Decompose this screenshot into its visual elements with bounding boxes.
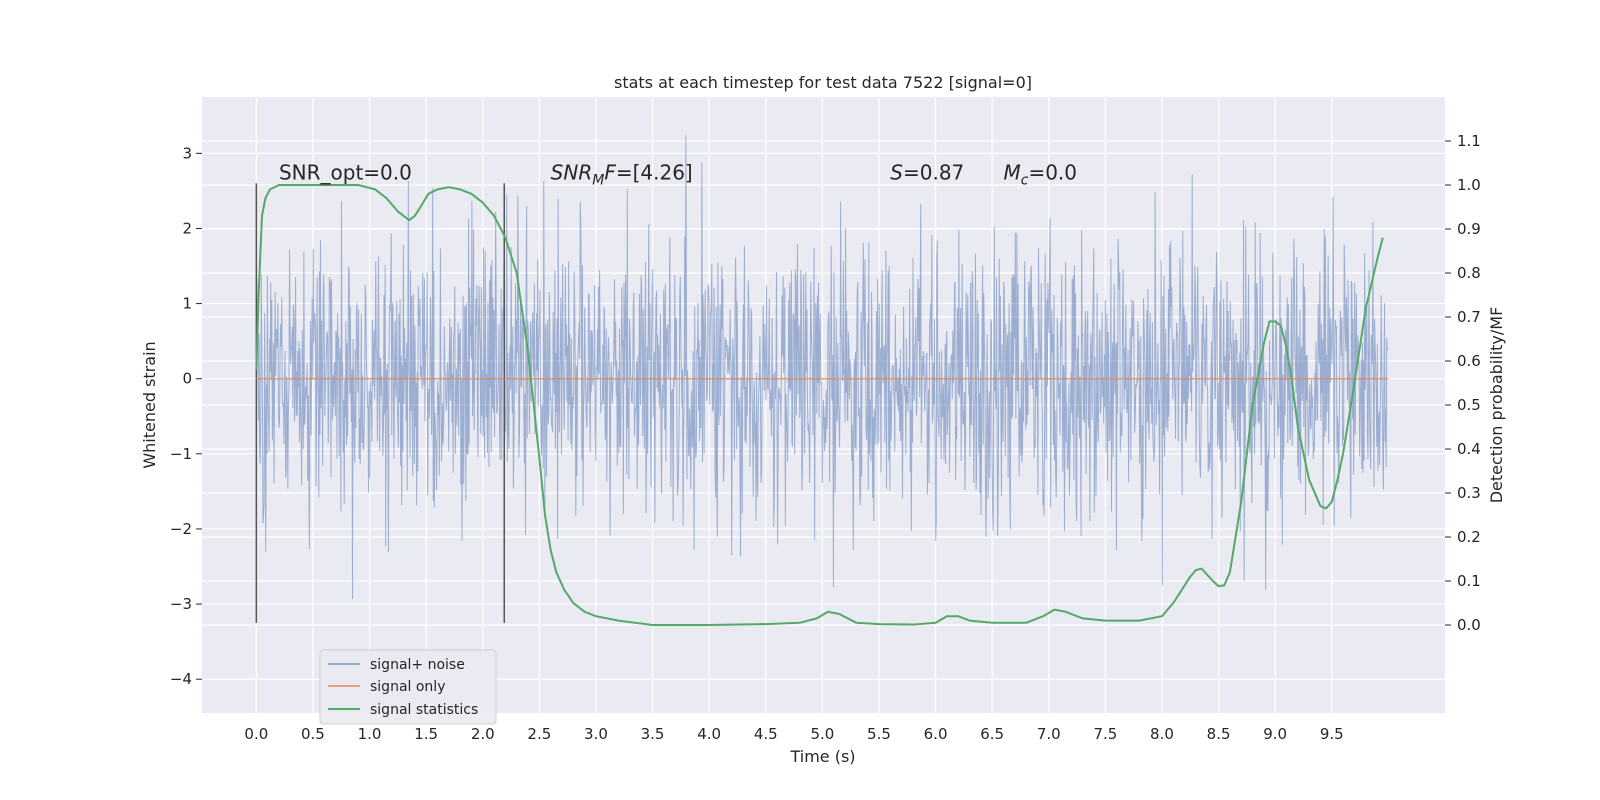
x-tick-label-3: 1.5 (414, 725, 438, 743)
x-tick-label-19: 9.5 (1320, 725, 1344, 743)
y-axis-ticks: −4 −3 −2 −1 0 1 2 3 (170, 144, 202, 688)
x-tick-label-18: 9.0 (1263, 725, 1287, 743)
y-tick-label-3: −1 (170, 445, 192, 463)
y2-tick-label-9: 0.9 (1457, 220, 1481, 238)
x-tick-label-6: 3.0 (584, 725, 608, 743)
grid (202, 97, 1445, 713)
y-tick-label-0: −4 (170, 670, 192, 688)
series-signal-plus-noise (255, 135, 1388, 600)
x-axis-ticks: 0.0 0.5 1.0 1.5 2.0 2.5 3.0 3.5 4.0 4.5 5.0 5.5 6.0 6… (244, 725, 1343, 743)
y-tick-label-5: 1 (182, 295, 192, 313)
x-tick-label-14: 7.0 (1037, 725, 1061, 743)
y2-tick-label-7: 0.7 (1457, 308, 1481, 326)
y2-tick-label-6: 0.6 (1457, 352, 1481, 370)
legend: signal+ noise signal only signal statist… (319, 649, 497, 725)
x-tick-label-13: 6.5 (980, 725, 1004, 743)
y2-tick-label-0: 0.0 (1457, 616, 1481, 634)
y2-tick-label-4: 0.4 (1457, 440, 1481, 458)
y-tick-label-4: 0 (182, 370, 192, 388)
noise-trace (255, 135, 1388, 600)
legend-label-statistics: signal statistics (370, 702, 478, 718)
x-tick-label-8: 4.0 (697, 725, 721, 743)
y-axis-label: Whitened strain (140, 341, 159, 468)
legend-box (319, 649, 497, 725)
y2-axis-label: Detection probability/MF (1487, 307, 1506, 504)
x-tick-label-5: 2.5 (527, 725, 551, 743)
chart-title: stats at each timestep for test data 752… (614, 73, 1032, 92)
annotation-0: SNR_opt=0.0 (279, 161, 412, 185)
x-tick-label-4: 2.0 (471, 725, 495, 743)
x-tick-label-7: 3.5 (641, 725, 665, 743)
vertical-markers (255, 183, 506, 623)
annotation-1: SNRMF=[4.26] (551, 161, 693, 189)
y2-axis-ticks: 0.0 0.1 0.2 0.3 0.4 0.5 0.6 0.7 0.8 0.9 1.0 1.1 (1445, 132, 1481, 634)
legend-label-signal: signal only (370, 679, 445, 695)
y2-tick-label-2: 0.2 (1457, 528, 1481, 546)
x-tick-label-9: 4.5 (754, 725, 778, 743)
y-tick-label-2: −2 (170, 520, 192, 538)
x-tick-label-15: 7.5 (1093, 725, 1117, 743)
signal-statistics-line (255, 184, 1384, 626)
series-lines (255, 184, 1389, 626)
y-tick-label-7: 3 (182, 144, 192, 162)
x-tick-label-2: 1.0 (358, 725, 382, 743)
x-tick-label-1: 0.5 (301, 725, 325, 743)
legend-label-noise: signal+ noise (370, 657, 465, 673)
x-tick-label-0: 0.0 (244, 725, 268, 743)
annotation-2: S=0.87 (890, 161, 964, 185)
y2-tick-label-10: 1.0 (1457, 176, 1481, 194)
y2-tick-label-1: 0.1 (1457, 572, 1481, 590)
x-tick-label-17: 8.5 (1207, 725, 1231, 743)
x-tick-label-11: 5.5 (867, 725, 891, 743)
annotations: SNR_opt=0.0 SNRMF=[4.26] S=0.87 Mc=0.0 (279, 161, 1077, 189)
x-tick-label-12: 6.0 (924, 725, 948, 743)
x-tick-label-10: 5.0 (810, 725, 834, 743)
x-tick-label-16: 8.0 (1150, 725, 1174, 743)
y2-tick-label-3: 0.3 (1457, 484, 1481, 502)
y-tick-label-1: −3 (170, 595, 192, 613)
x-axis-label: Time (s) (789, 747, 855, 766)
y2-tick-label-11: 1.1 (1457, 132, 1481, 150)
y-tick-label-6: 2 (182, 219, 192, 237)
annotation-3: Mc=0.0 (1003, 161, 1077, 189)
y2-tick-label-5: 0.5 (1457, 396, 1481, 414)
y2-tick-label-8: 0.8 (1457, 264, 1481, 282)
